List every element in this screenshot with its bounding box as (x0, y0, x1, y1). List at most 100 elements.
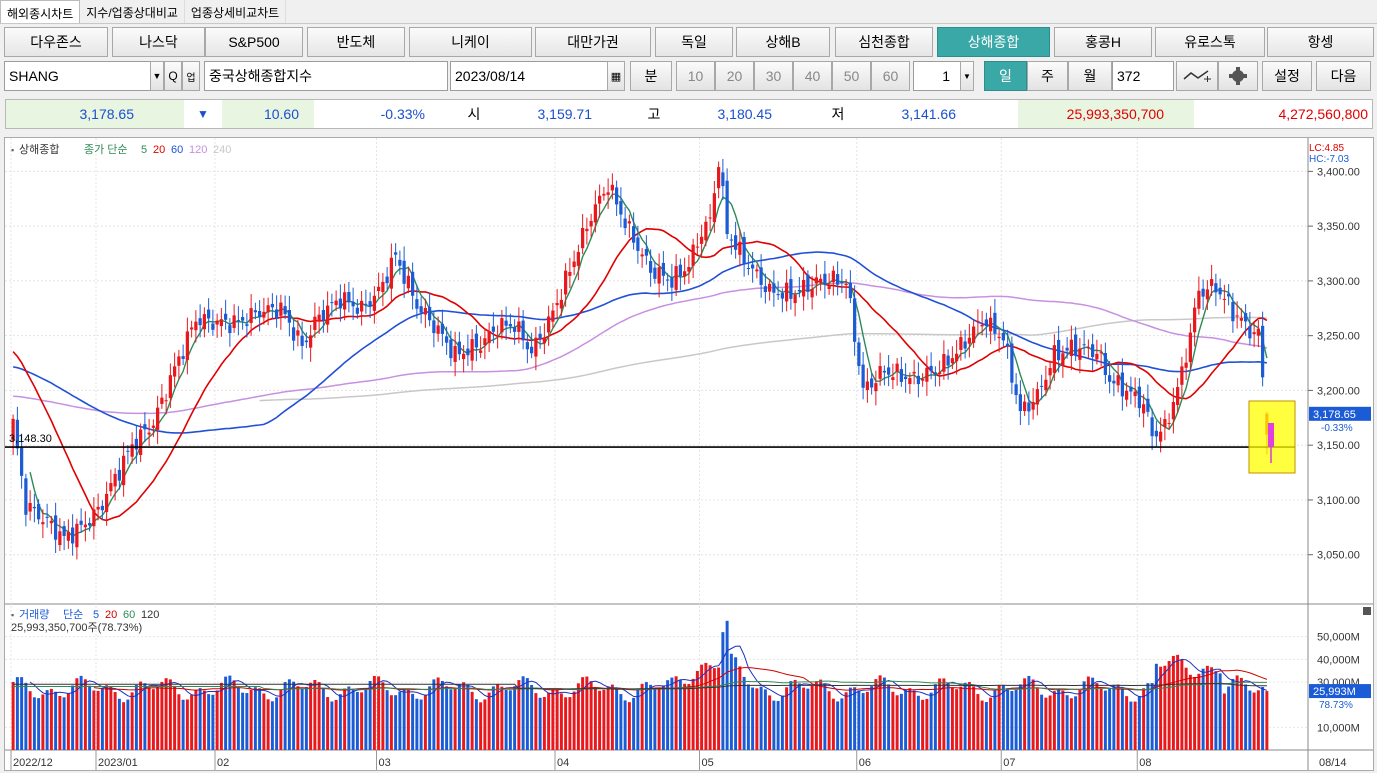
search-icon[interactable]: Q (164, 61, 182, 91)
period-month-button[interactable]: 월 (1068, 61, 1112, 91)
date-input[interactable]: 2023/08/14 (450, 61, 625, 91)
index-button-3[interactable]: 반도체 (307, 27, 405, 57)
volume-bar-178 (768, 695, 772, 750)
candle-body-82 (360, 300, 364, 312)
candle-body-76 (334, 300, 338, 306)
volume-bar-35 (160, 681, 164, 750)
candle-body-225 (967, 337, 971, 344)
symbol-dropdown-icon[interactable]: ▼ (150, 61, 164, 91)
legend-ma-60: 60 (171, 144, 183, 156)
index-button-7[interactable]: 상해B (736, 27, 830, 57)
period-day-button[interactable]: 일 (984, 61, 1027, 91)
candle-body-17 (83, 524, 87, 528)
candle-body-118 (513, 327, 517, 332)
tab-1[interactable]: 지수/업종상대비교 (80, 0, 185, 23)
vol-info: 25,993,350,700주(78.73%) (11, 622, 142, 634)
volume-bar-202 (870, 686, 874, 750)
candle-body-120 (521, 320, 525, 341)
volume-bar-107 (466, 684, 470, 750)
chart-area[interactable]: 3,400.00 3,350.00 3,300.00 3,250.00 3,200.00… (4, 137, 1374, 771)
candle-body-268 (1150, 417, 1154, 437)
tab-2[interactable]: 업종상세비교차트 (185, 0, 287, 23)
calendar-icon[interactable]: ▦ (607, 61, 625, 91)
minute-option-40[interactable]: 40 (793, 61, 832, 91)
volume-bar-59 (262, 693, 266, 750)
candle-body-15 (75, 523, 79, 548)
settings-button[interactable]: 설정 (1262, 61, 1312, 91)
minute-option-60[interactable]: 60 (871, 61, 910, 91)
volume-bar-6 (37, 698, 41, 750)
tab-0[interactable]: 해외종시차트 (0, 0, 81, 23)
volume-bar-239 (1027, 675, 1031, 750)
volume-bar-91 (398, 691, 402, 750)
candle-body-265 (1137, 386, 1141, 409)
candle-body-29 (134, 438, 138, 450)
index-button-1[interactable]: 나스닥 (112, 27, 205, 57)
index-button-4[interactable]: 니케이 (409, 27, 532, 57)
bar-count-input[interactable]: 372 (1112, 61, 1174, 91)
candle-body-123 (534, 337, 538, 357)
volume-bar-110 (479, 702, 483, 750)
volume-bar-121 (525, 678, 529, 750)
volume-bar-104 (453, 688, 457, 750)
index-button-10[interactable]: 홍콩H (1054, 27, 1152, 57)
volume-bar-43 (194, 689, 198, 750)
gear-icon[interactable] (1218, 61, 1258, 91)
index-button-11[interactable]: 유로스톡 (1155, 27, 1265, 57)
candle-body-273 (1171, 401, 1175, 420)
candle-body-232 (997, 336, 1001, 339)
symbol-input[interactable]: SHANG (4, 61, 164, 91)
candle-body-272 (1167, 422, 1171, 424)
index-button-0[interactable]: 다우존스 (4, 27, 108, 57)
minute-option-50[interactable]: 50 (832, 61, 871, 91)
candle-body-103 (449, 339, 453, 359)
candle-body-104 (453, 345, 457, 362)
index-button-6[interactable]: 독일 (655, 27, 733, 57)
index-button-2[interactable]: S&P500 (205, 27, 303, 57)
volume-bar-12 (62, 697, 66, 750)
index-button-8[interactable]: 심천종합 (835, 27, 933, 57)
candle-body-115 (500, 318, 504, 333)
candle-body-249 (1069, 339, 1073, 356)
candle-body-251 (1078, 348, 1082, 360)
candle-body-63 (279, 302, 283, 316)
line-tool-icon[interactable] (1176, 61, 1218, 91)
volume-bar-5 (32, 697, 36, 750)
period-week-button[interactable]: 주 (1027, 61, 1068, 91)
support-line-label: 3,148.30 (9, 433, 52, 445)
candle-body-81 (355, 307, 359, 314)
volume-bar-259 (1112, 684, 1116, 750)
minute-option-10[interactable]: 10 (676, 61, 715, 91)
next-button[interactable]: 다음 (1316, 61, 1371, 91)
vol-ytick-0: 50,000M (1317, 632, 1360, 644)
ytick-label-3: 3,250.00 (1317, 331, 1360, 343)
volume-bar-77 (338, 694, 342, 750)
candle-body-210 (904, 376, 908, 380)
volume-bar-9 (49, 688, 53, 750)
candle-body-7 (41, 522, 45, 525)
volume-bar-288 (1235, 675, 1239, 750)
count-dropdown-icon[interactable]: ▼ (960, 61, 974, 91)
minute-option-20[interactable]: 20 (715, 61, 754, 91)
volume-bar-245 (1052, 691, 1056, 750)
volume-bar-25 (117, 698, 121, 750)
price-chart-svg[interactable]: 3,400.00 3,350.00 3,300.00 3,250.00 3,200.00… (5, 138, 1373, 770)
index-button-12[interactable]: 항셍 (1267, 27, 1374, 57)
index-button-5[interactable]: 대만가권 (535, 27, 651, 57)
index-button-9[interactable]: 상해종합 (937, 27, 1050, 57)
ytick-label-1: 3,350.00 (1317, 221, 1360, 233)
minute-option-30[interactable]: 30 (754, 61, 793, 91)
candle-body-32 (147, 432, 151, 435)
candle-body-46 (207, 309, 211, 319)
amount-value: 4,272,560,800 (1278, 106, 1368, 122)
volume-bar-154 (666, 680, 670, 750)
volume-bar-70 (309, 682, 313, 750)
minute-button[interactable]: 분 (630, 61, 672, 91)
candle-body-158 (683, 271, 687, 277)
volume-bar-199 (857, 690, 861, 750)
ytick-label-4: 3,200.00 (1317, 385, 1360, 397)
candle-body-45 (202, 314, 206, 330)
sub-index-button[interactable]: 업 (182, 61, 200, 91)
xtick-label-6: 06 (859, 757, 871, 769)
candle-body-4 (28, 502, 32, 512)
